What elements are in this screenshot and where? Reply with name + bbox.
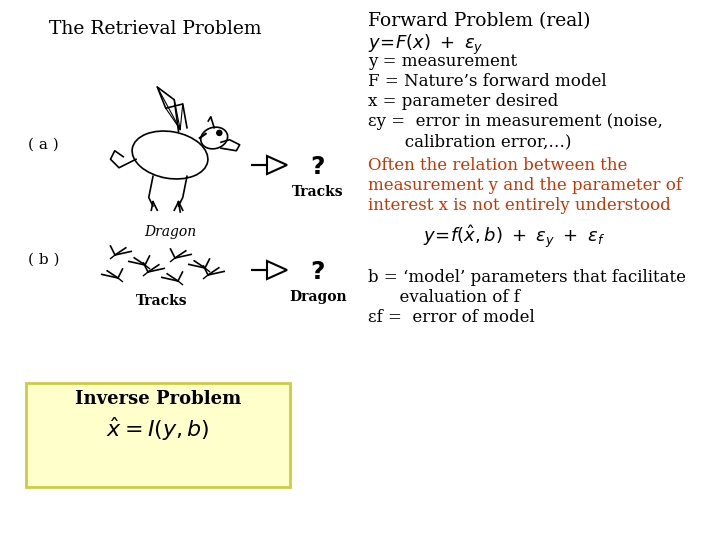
- Text: evaluation of f: evaluation of f: [368, 289, 520, 306]
- Text: ?: ?: [311, 260, 325, 284]
- Text: Inverse Problem: Inverse Problem: [75, 390, 241, 408]
- FancyBboxPatch shape: [26, 383, 290, 487]
- Text: ( a ): ( a ): [28, 138, 59, 152]
- Text: $y\!=\!F(x)\ +\ \varepsilon_y$: $y\!=\!F(x)\ +\ \varepsilon_y$: [368, 33, 484, 57]
- Text: $\hat{x} = I(y,b)$: $\hat{x} = I(y,b)$: [106, 415, 210, 443]
- Text: Tracks: Tracks: [136, 294, 188, 308]
- FancyArrow shape: [252, 261, 287, 279]
- Text: ( b ): ( b ): [28, 253, 60, 267]
- Text: measurement y and the parameter of: measurement y and the parameter of: [368, 177, 682, 194]
- Text: interest x is not entirely understood: interest x is not entirely understood: [368, 197, 671, 214]
- Circle shape: [217, 130, 222, 136]
- Text: $y\!=\!f(\hat{x},b)\ +\ \varepsilon_y\ +\ \varepsilon_f$: $y\!=\!f(\hat{x},b)\ +\ \varepsilon_y\ +…: [423, 223, 605, 250]
- Text: F = Nature’s forward model: F = Nature’s forward model: [368, 73, 607, 90]
- Text: Tracks: Tracks: [292, 185, 344, 199]
- Text: x = parameter desired: x = parameter desired: [368, 93, 558, 110]
- Text: Dragon: Dragon: [289, 290, 347, 304]
- Text: b = ‘model’ parameters that facilitate: b = ‘model’ parameters that facilitate: [368, 269, 686, 286]
- Text: Forward Problem (real): Forward Problem (real): [368, 12, 590, 30]
- Text: The Retrieval Problem: The Retrieval Problem: [49, 20, 261, 38]
- Text: Often the relation between the: Often the relation between the: [368, 157, 627, 174]
- Text: εf =  error of model: εf = error of model: [368, 309, 535, 326]
- FancyArrow shape: [252, 156, 287, 174]
- Text: ?: ?: [311, 155, 325, 179]
- Text: calibration error,…): calibration error,…): [368, 133, 572, 150]
- Text: εy =  error in measurement (noise,: εy = error in measurement (noise,: [368, 113, 663, 130]
- Text: Dragon: Dragon: [144, 225, 196, 239]
- Text: y = measurement: y = measurement: [368, 53, 517, 70]
